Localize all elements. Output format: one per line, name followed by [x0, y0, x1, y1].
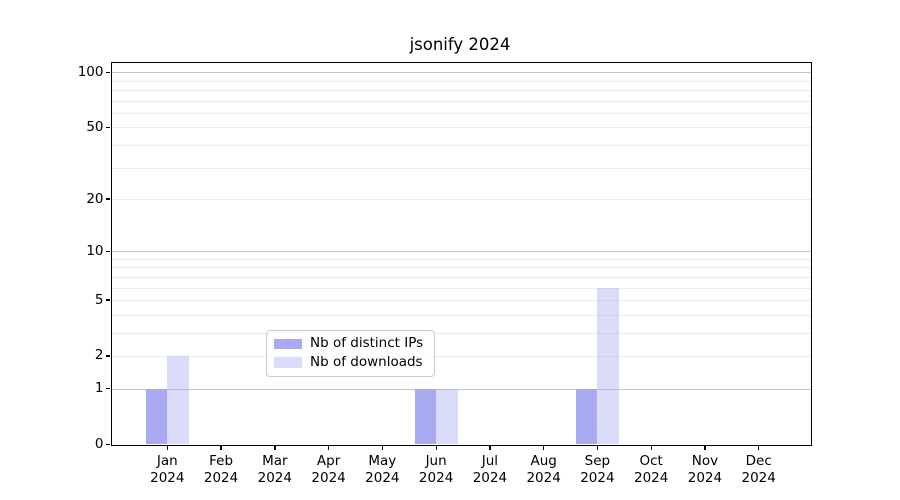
x-axis-tick	[166, 445, 168, 451]
plot-area: 0 1 2 5 10 20 50 100 Jan 2024 Feb 2024 Mar 2024 Apr…	[78, 62, 812, 486]
gridline-minor	[111, 332, 811, 334]
legend-swatch-downloads	[274, 357, 302, 368]
gridline-minor	[111, 267, 811, 269]
x-axis-tick	[596, 445, 599, 451]
gridline-major	[111, 72, 811, 74]
gridline-minor	[111, 314, 811, 316]
legend-label-distinct-ips: Nb of distinct IPs	[310, 335, 424, 351]
bar-distinct-ips	[145, 388, 168, 445]
bar-distinct-ips	[575, 388, 598, 445]
gridline-minor	[111, 80, 811, 82]
y-tick-label: 5	[94, 291, 104, 308]
legend: Nb of distinct IPs Nb of downloads	[266, 330, 435, 377]
legend-swatch-distinct-ips	[274, 338, 302, 349]
gridline-minor	[111, 258, 811, 260]
y-axis-tick	[105, 388, 111, 390]
x-tick-label: Mar 2024	[257, 453, 292, 486]
legend-entry-distinct-ips: Nb of distinct IPs	[274, 335, 426, 352]
gridline-minor	[111, 355, 811, 357]
x-axis-tick	[489, 445, 491, 451]
gridline-major	[111, 251, 811, 253]
y-axis-tick	[105, 250, 111, 252]
x-tick-label: Sep 2024	[580, 453, 615, 486]
y-tick-label: 20	[86, 190, 104, 207]
x-tick-label: Aug 2024	[526, 453, 561, 486]
x-tick-label: Nov 2024	[687, 453, 723, 486]
bar-downloads	[436, 388, 458, 445]
y-tick-label: 100	[77, 63, 104, 80]
gridline-minor	[111, 145, 811, 147]
x-tick-label: Oct 2024	[633, 453, 669, 486]
gridline-minor	[111, 300, 811, 302]
gridline-minor	[111, 287, 811, 289]
y-tick-label: 2	[94, 347, 104, 364]
x-tick-label: Apr 2024	[311, 453, 346, 486]
y-axis-tick	[105, 299, 111, 301]
x-tick-label: Feb 2024	[203, 453, 239, 486]
gridline-minor	[111, 90, 811, 92]
chart-title: jsonify 2024	[409, 35, 511, 54]
legend-label-downloads: Nb of downloads	[310, 353, 423, 370]
x-axis-tick	[543, 445, 545, 451]
gridline-minor	[111, 276, 811, 278]
gridline-minor	[111, 199, 811, 201]
x-axis-tick	[704, 445, 706, 451]
x-axis-tick	[758, 445, 760, 451]
x-tick-label: May 2024	[365, 453, 400, 486]
y-tick-label: 1	[94, 380, 104, 397]
y-tick-label: 0	[94, 436, 104, 452]
x-axis-tick	[327, 445, 330, 451]
x-axis-tick	[435, 445, 437, 451]
x-axis-tick	[650, 445, 652, 451]
x-tick-label: Jul 2024	[472, 453, 508, 486]
legend-entry-downloads: Nb of downloads	[274, 353, 426, 371]
x-axis-tick	[381, 445, 384, 451]
y-axis-tick	[105, 198, 111, 200]
gridline-minor	[111, 100, 811, 102]
gridline-major	[111, 388, 811, 390]
bar-distinct-ips	[414, 388, 437, 445]
x-axis-tick	[274, 445, 276, 451]
y-axis-tick	[105, 71, 111, 74]
y-axis-tick	[105, 126, 111, 129]
x-tick-label: Jan 2024	[150, 453, 185, 486]
gridline-minor	[111, 113, 811, 115]
gridline-minor	[111, 167, 811, 169]
y-tick-label: 10	[86, 242, 104, 259]
y-tick-label: 50	[86, 118, 104, 135]
x-tick-label: Jun 2024	[418, 453, 454, 486]
bar-downloads	[597, 287, 619, 445]
gridline-minor	[111, 127, 811, 129]
y-axis-tick	[105, 443, 111, 446]
y-axis-tick	[105, 355, 111, 357]
x-axis-tick	[220, 445, 222, 451]
bar-downloads	[167, 355, 189, 445]
x-tick-label: Dec 2024	[741, 453, 776, 486]
